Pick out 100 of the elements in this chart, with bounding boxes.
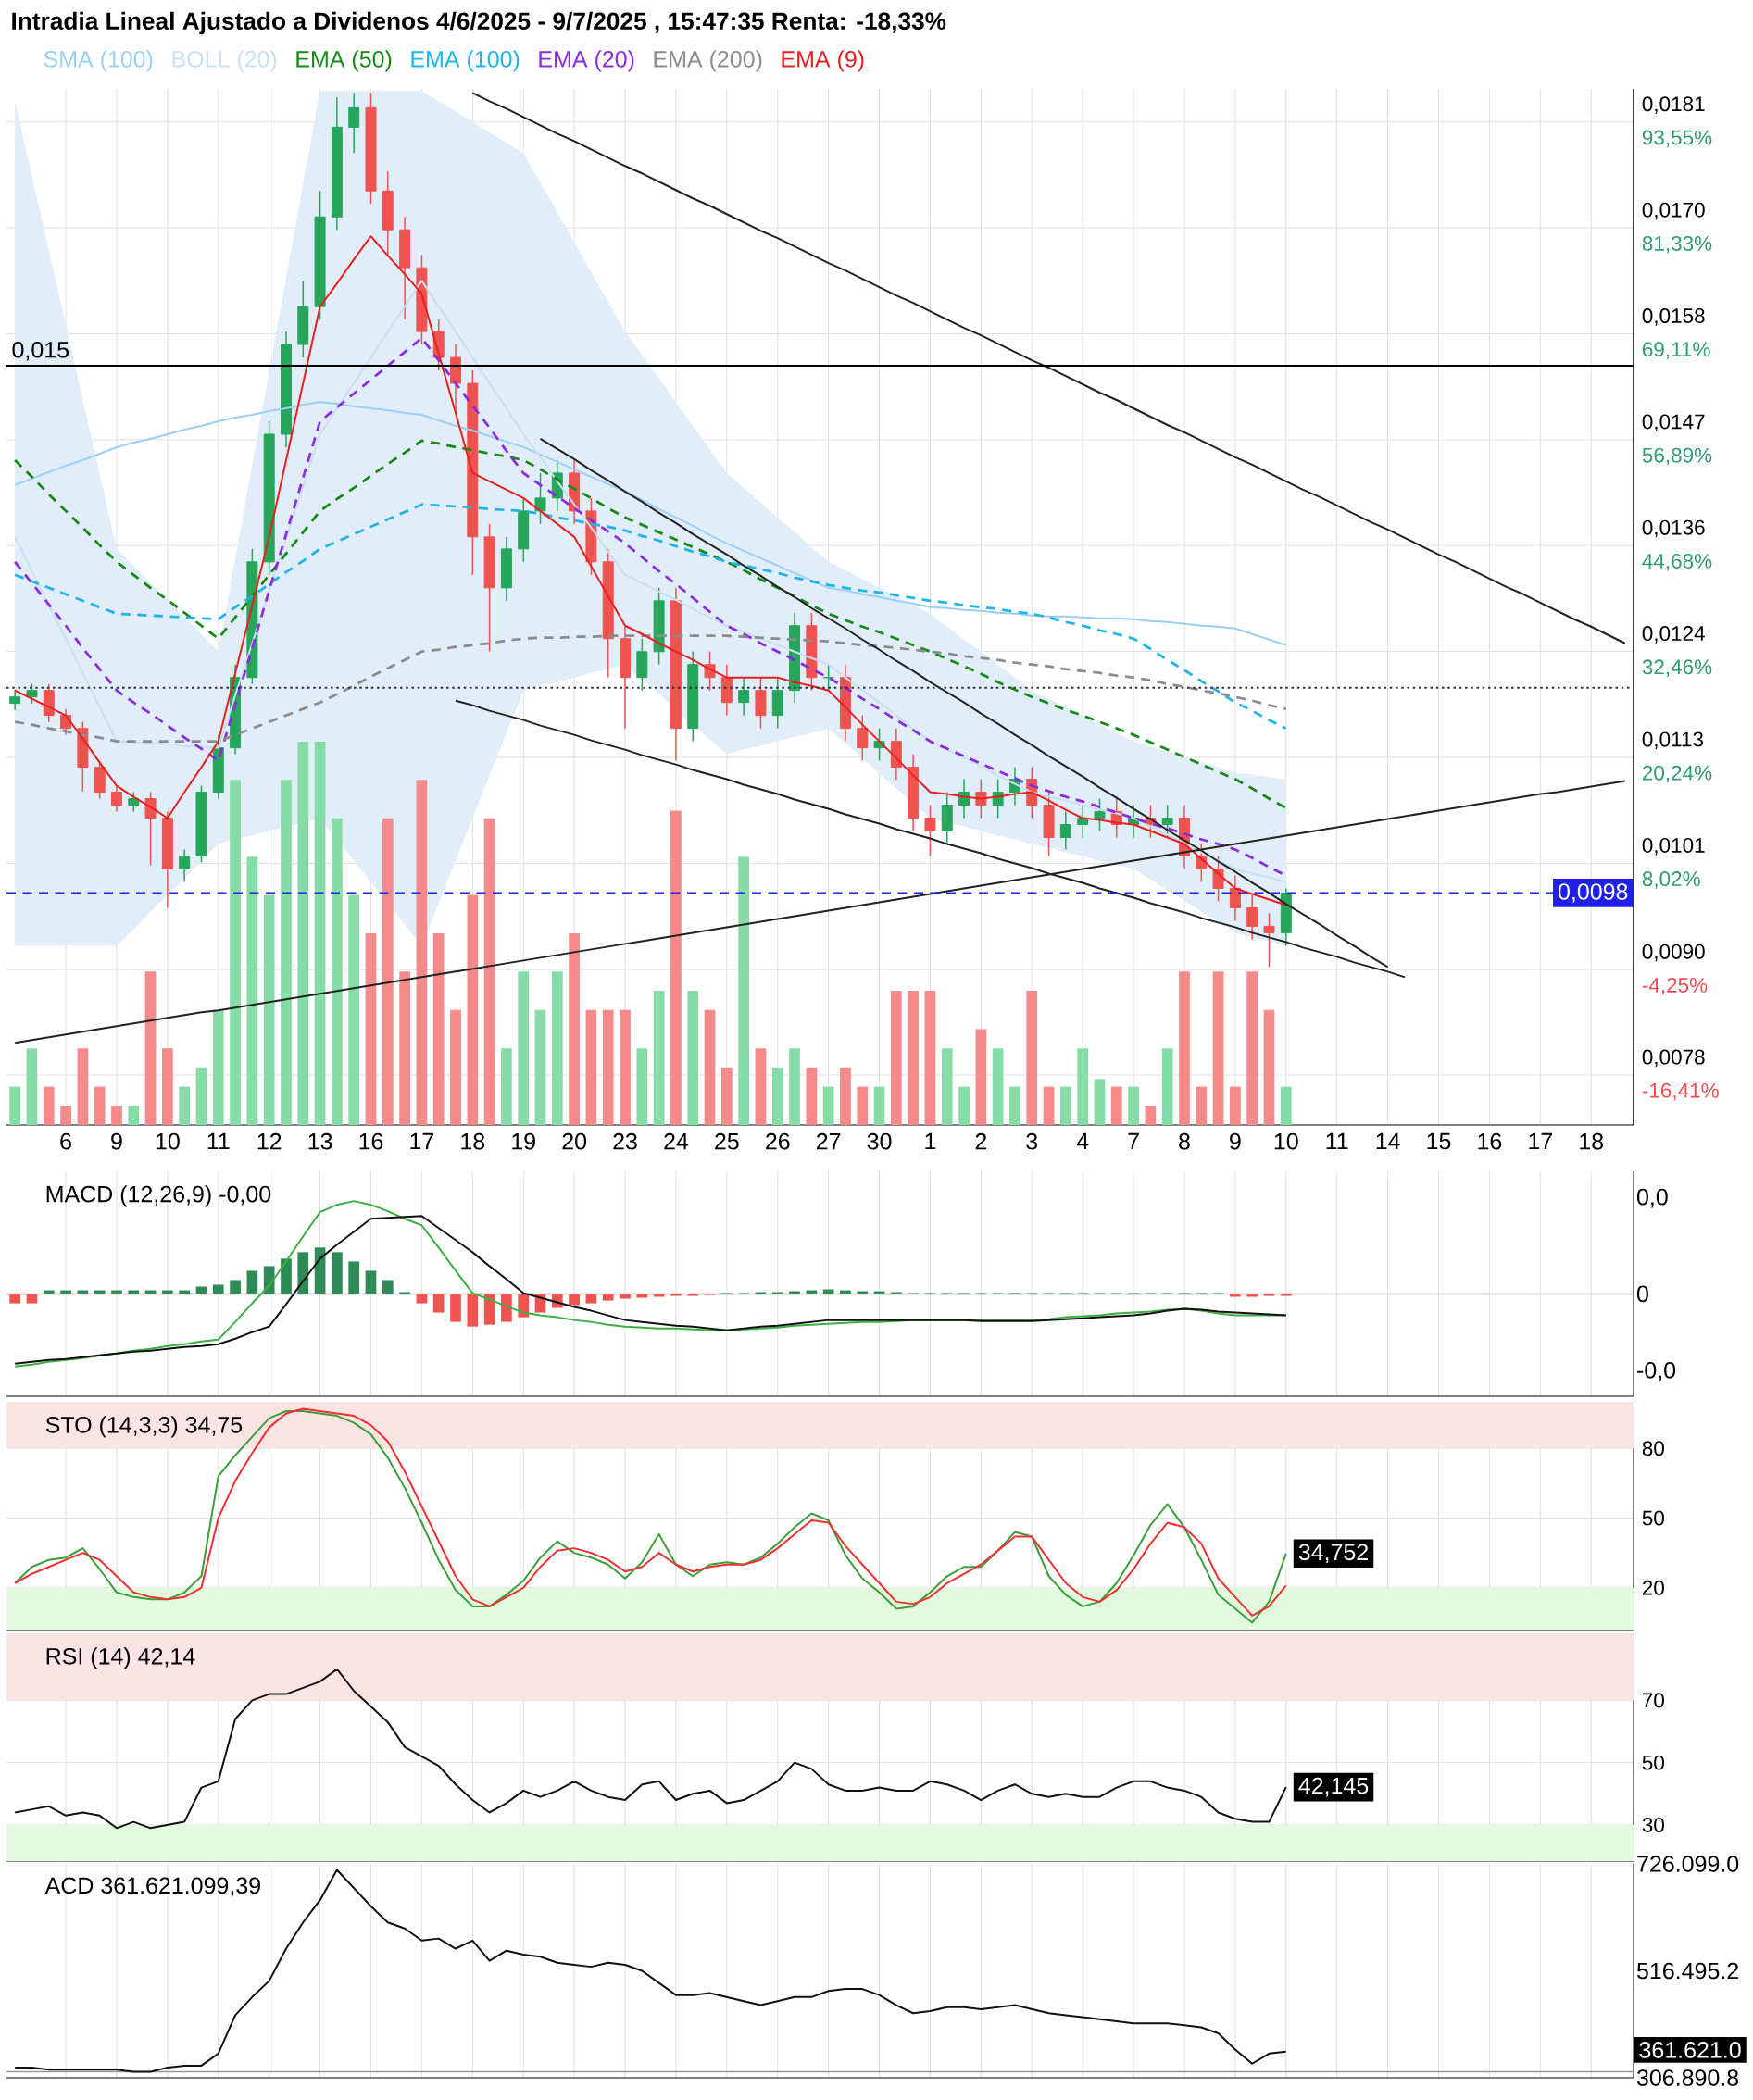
chart-title: ACD 361.621.099,39 <box>44 1877 260 1897</box>
bar <box>789 1291 800 1294</box>
bar <box>348 1261 360 1294</box>
y2-tick-label: 20,24% <box>1642 765 1712 783</box>
bar <box>857 1291 869 1294</box>
bar <box>585 1294 597 1304</box>
x-tick-label: 19 <box>512 1132 535 1150</box>
x-tick-label: 14 <box>1376 1132 1400 1150</box>
y-tick-label: 70 <box>1642 1693 1664 1708</box>
y2-tick-label: 93,55% <box>1642 130 1712 148</box>
y-tick-label: 0,0090 <box>1642 944 1705 962</box>
bar <box>297 1252 309 1294</box>
y-tick-label: 0,0147 <box>1642 414 1705 432</box>
bar <box>332 818 343 1125</box>
text: 516.495.2 <box>1637 1962 1738 1980</box>
bar <box>840 1290 851 1294</box>
bar <box>144 1290 157 1294</box>
text: EMA (9) <box>782 50 864 72</box>
bar <box>975 1029 987 1125</box>
bar <box>314 741 326 1125</box>
x-tick-label: 26 <box>766 1132 790 1150</box>
bar <box>432 932 445 1125</box>
y-tick-label: 0,0101 <box>1642 837 1705 856</box>
bar <box>1280 1086 1292 1125</box>
bar <box>1026 991 1038 1125</box>
bar <box>653 1294 665 1297</box>
x-tick-label: 6 <box>60 1132 71 1150</box>
y-tick-label: 0,0136 <box>1642 519 1705 538</box>
bar <box>891 991 902 1125</box>
bar <box>43 1290 55 1294</box>
y2-tick-label: -4,25% <box>1642 977 1708 995</box>
text: 0 <box>1636 1285 1648 1303</box>
bar <box>348 894 360 1125</box>
bar <box>771 1292 783 1294</box>
bar <box>450 1009 461 1125</box>
bar <box>806 1067 818 1125</box>
bar <box>1110 1086 1122 1125</box>
bar <box>332 1252 343 1294</box>
x-tick-label: 8 <box>1179 1132 1190 1150</box>
bar <box>483 818 495 1125</box>
bar <box>891 1292 902 1294</box>
x-tick-label: 18 <box>1580 1132 1604 1150</box>
bar <box>636 1048 648 1125</box>
bar <box>416 1294 428 1304</box>
bar <box>365 1270 377 1294</box>
bar <box>297 741 309 1125</box>
bar <box>246 856 258 1125</box>
bar <box>873 1291 885 1294</box>
bar <box>246 1270 258 1294</box>
bar <box>467 1294 479 1327</box>
bar <box>551 971 563 1125</box>
bar <box>1060 1086 1071 1125</box>
x-tick-label: 3 <box>1026 1132 1038 1150</box>
bar <box>281 1258 292 1294</box>
x-tick-label: 9 <box>1230 1132 1241 1150</box>
bar <box>857 1086 869 1125</box>
text: EMA (50) <box>296 50 392 72</box>
bar <box>908 991 920 1125</box>
bar <box>941 1048 953 1125</box>
bar <box>1263 1294 1275 1296</box>
y-tick-label: 0,0158 <box>1642 308 1705 326</box>
bar <box>26 1048 38 1125</box>
bar <box>518 971 530 1125</box>
bar <box>212 1009 224 1125</box>
bar <box>670 810 682 1125</box>
bar <box>924 991 936 1125</box>
x-tick-label: 10 <box>1274 1132 1298 1150</box>
x-tick-label: 17 <box>1529 1132 1552 1150</box>
bar <box>569 1294 580 1306</box>
x-tick-label: 1 <box>925 1132 936 1150</box>
y2-tick-label: 44,68% <box>1642 553 1712 571</box>
bar <box>569 932 580 1125</box>
bar <box>399 971 410 1125</box>
y2-tick-label: 81,33% <box>1642 235 1712 254</box>
bar <box>1263 1009 1275 1125</box>
text: EMA (20) <box>539 50 634 72</box>
text: EMA (100) <box>411 50 520 72</box>
bar <box>1128 1086 1139 1125</box>
bar <box>77 1290 89 1294</box>
bar <box>1077 1048 1089 1125</box>
x-tick-label: 23 <box>613 1132 637 1150</box>
x-tick-label: 9 <box>111 1132 122 1150</box>
x-tick-label: 13 <box>308 1132 332 1150</box>
bar <box>806 1290 818 1294</box>
text: RSI (14) 42,14 <box>46 1647 195 1669</box>
bar <box>9 1086 21 1125</box>
bar <box>636 1294 648 1298</box>
bar <box>1145 1106 1157 1125</box>
x-tick-label: 4 <box>1076 1132 1089 1150</box>
bar <box>382 818 394 1125</box>
x-tick-label: 16 <box>359 1132 383 1150</box>
x-tick-label: 7 <box>1128 1132 1139 1150</box>
bar <box>1230 1086 1241 1125</box>
bar <box>1179 971 1190 1125</box>
bar <box>450 1294 461 1322</box>
bar <box>26 1294 38 1304</box>
bar <box>501 1294 512 1322</box>
bar <box>585 1009 597 1125</box>
bar <box>1009 1086 1020 1125</box>
bar <box>822 1289 834 1294</box>
